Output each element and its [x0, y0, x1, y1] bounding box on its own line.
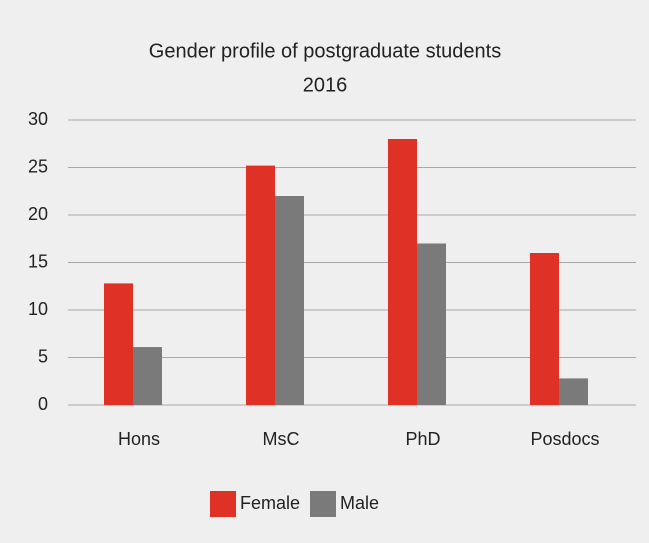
y-tick-label: 5 — [38, 346, 48, 366]
bar — [275, 196, 304, 405]
bar — [388, 139, 417, 405]
legend-label: Male — [340, 493, 379, 513]
y-tick-label: 25 — [28, 156, 48, 176]
y-tick-label: 15 — [28, 251, 48, 271]
y-tick-label: 30 — [28, 109, 48, 129]
bar — [417, 243, 446, 405]
x-tick-label: MsC — [263, 429, 300, 449]
y-tick-label: 0 — [38, 394, 48, 414]
bar — [133, 347, 162, 405]
x-tick-label: Posdocs — [530, 429, 599, 449]
x-tick-label: Hons — [118, 429, 160, 449]
legend-swatch — [210, 491, 236, 517]
legend-swatch — [310, 491, 336, 517]
chart-title: Gender profile of postgraduate students — [149, 40, 501, 62]
bar — [104, 283, 133, 405]
legend-label: Female — [240, 493, 300, 513]
bar — [559, 378, 588, 405]
bar — [246, 165, 275, 405]
y-tick-label: 10 — [28, 299, 48, 319]
x-tick-label: PhD — [405, 429, 440, 449]
chart-subtitle: 2016 — [303, 74, 348, 96]
y-tick-label: 20 — [28, 204, 48, 224]
bar — [530, 253, 559, 405]
